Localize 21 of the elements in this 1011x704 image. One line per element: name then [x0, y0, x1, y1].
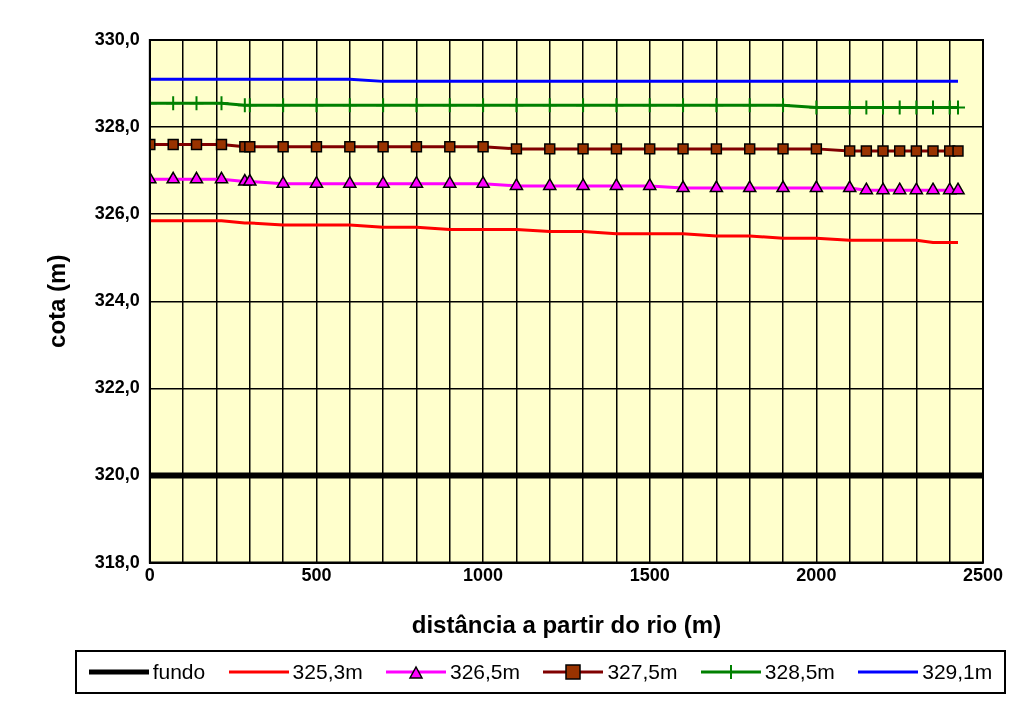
x-tick-label: 2500 — [962, 565, 1004, 586]
legend-label: 325,3m — [292, 660, 363, 684]
y-tick-label: 320,0 — [94, 464, 140, 485]
x-tick-label: 500 — [301, 565, 332, 586]
x-axis-title: distância a partir do rio (m) — [411, 611, 722, 639]
x-tick-label: 2000 — [796, 565, 837, 586]
legend-label: fundo — [152, 660, 206, 684]
y-axis-title: cota (m) — [43, 254, 71, 348]
x-tick-label: 0 — [144, 565, 155, 586]
y-tick-label: 326,0 — [94, 203, 140, 224]
x-tick-label: 1500 — [629, 565, 670, 586]
y-tick-label: 322,0 — [94, 377, 140, 398]
x-tick-label: 1000 — [463, 565, 504, 586]
y-tick-label: 324,0 — [94, 290, 140, 311]
legend-label: 329,1m — [922, 660, 993, 684]
legend-label: 326,5m — [450, 660, 521, 684]
legend-label: 328,5m — [764, 660, 835, 684]
y-tick-label: 330,0 — [94, 28, 140, 49]
legend-label: 327,5m — [607, 660, 678, 684]
y-tick-label: 318,0 — [94, 551, 140, 572]
y-tick-label: 328,0 — [94, 116, 140, 137]
